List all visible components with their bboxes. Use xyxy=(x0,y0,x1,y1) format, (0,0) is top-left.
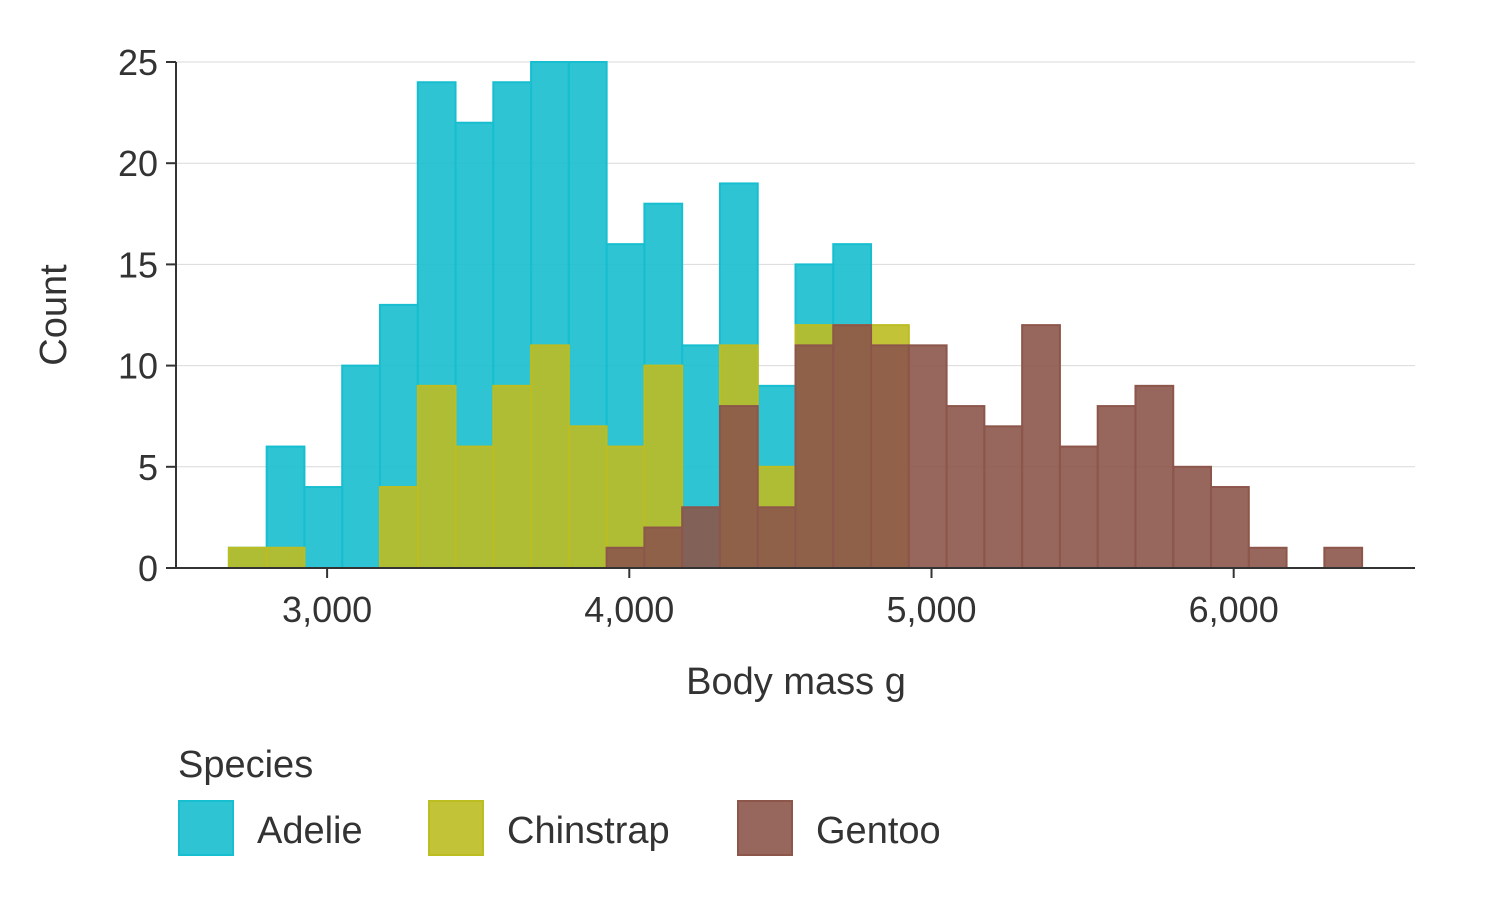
series-gentoo xyxy=(605,324,1364,570)
y-tick-label: 20 xyxy=(118,143,158,184)
bar-chinstrap xyxy=(265,546,306,570)
bar-gentoo xyxy=(1323,546,1364,570)
y-tick-label: 5 xyxy=(138,447,158,488)
legend-label-gentoo: Gentoo xyxy=(816,810,941,852)
bar-chinstrap xyxy=(492,384,533,569)
legend-title: Species xyxy=(178,744,313,786)
bar-gentoo xyxy=(907,344,948,569)
bar-gentoo xyxy=(1172,465,1213,569)
y-tick-label: 10 xyxy=(118,346,158,387)
bar-chinstrap xyxy=(416,384,457,569)
legend-label-adelie: Adelie xyxy=(257,810,363,852)
bar-gentoo xyxy=(832,324,873,569)
bar-chinstrap xyxy=(378,486,419,570)
legend-swatch-chinstrap xyxy=(428,800,484,856)
histogram-bars xyxy=(227,61,1364,570)
legend-swatch-gentoo xyxy=(737,800,793,856)
bar-chinstrap xyxy=(227,546,268,570)
legend-swatch-adelie xyxy=(178,800,234,856)
legend-label-chinstrap: Chinstrap xyxy=(507,810,670,852)
legend: Species Adelie Chinstrap Gentoo xyxy=(178,744,941,856)
x-tick-label: 4,000 xyxy=(584,589,674,630)
bar-chinstrap xyxy=(530,344,570,569)
bar-gentoo xyxy=(1210,486,1250,570)
bar-gentoo xyxy=(870,344,910,569)
bar-gentoo xyxy=(605,546,646,570)
x-axis-title: Body mass g xyxy=(686,661,906,703)
bar-adelie xyxy=(341,364,381,569)
axes: 0 5 10 15 20 25 3,000 4,000 5,000 6,000 xyxy=(118,42,1415,630)
bar-gentoo xyxy=(643,526,684,570)
x-tick-label: 6,000 xyxy=(1189,589,1279,630)
bar-gentoo xyxy=(983,425,1024,569)
bar-gentoo xyxy=(718,405,759,569)
y-tick-label: 0 xyxy=(138,548,158,589)
bar-gentoo xyxy=(1021,324,1061,569)
bar-gentoo xyxy=(1096,405,1137,569)
bar-gentoo xyxy=(945,405,986,569)
bar-chinstrap xyxy=(454,445,495,569)
bar-gentoo xyxy=(681,506,721,569)
bar-gentoo xyxy=(1058,445,1099,569)
bar-adelie xyxy=(303,486,344,570)
bar-chinstrap xyxy=(567,425,608,569)
x-tick-label: 5,000 xyxy=(886,589,976,630)
y-axis-title: Count xyxy=(33,264,75,366)
y-tick-label: 25 xyxy=(118,42,158,83)
bar-gentoo xyxy=(756,506,797,569)
y-tick-label: 15 xyxy=(118,244,158,285)
bar-gentoo xyxy=(1134,384,1175,569)
bar-gentoo xyxy=(1247,546,1288,570)
bar-gentoo xyxy=(794,344,835,569)
x-tick-label: 3,000 xyxy=(282,589,372,630)
